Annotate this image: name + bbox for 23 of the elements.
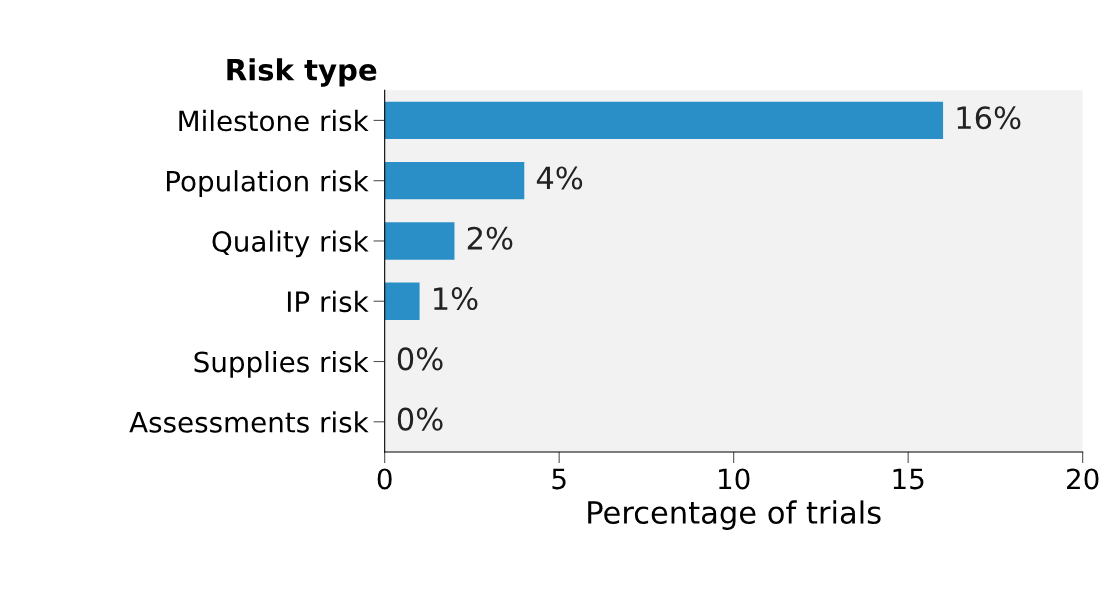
y-tick-label: Milestone risk [179, 109, 369, 132]
data-label: 4% [536, 166, 583, 190]
x-tick-label: 10 [719, 468, 750, 490]
y-tick-label: Assessments risk [129, 411, 369, 433]
y-tick-label: Population risk [166, 170, 369, 198]
x-axis-title: Percentage of trials [588, 500, 881, 530]
y-axis-title: Risk type [227, 58, 377, 87]
data-label: 0% [397, 407, 443, 431]
x-tick-label: 5 [552, 468, 566, 490]
bar [384, 282, 420, 320]
bar [384, 101, 944, 140]
x-tick-label: 20 [1067, 468, 1099, 490]
bar [384, 222, 455, 260]
y-tick-label: IP risk [287, 290, 369, 313]
y-tick-label: Supplies risk [194, 350, 369, 378]
data-label: 1% [434, 287, 478, 311]
bar [384, 162, 525, 200]
y-tick-label: Quality risk [212, 230, 369, 258]
data-label: 16% [957, 106, 1021, 130]
data-label: 0% [397, 347, 443, 371]
data-label: 2% [467, 226, 513, 250]
x-tick-label: 0 [377, 468, 392, 490]
x-tick-label: 15 [893, 468, 924, 490]
